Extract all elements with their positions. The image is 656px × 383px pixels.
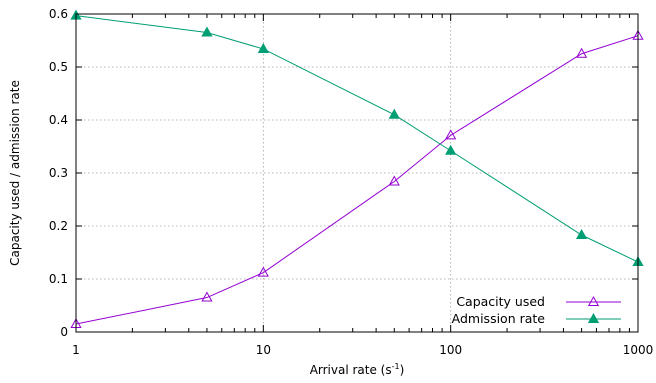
data-point: [576, 47, 588, 58]
x-tick-label: 1: [72, 343, 80, 357]
x-axis-label: Arrival rate (s-1): [310, 362, 405, 377]
legend: Capacity used Admission rate: [452, 294, 621, 326]
y-tick-label: 0.5: [49, 60, 68, 74]
axes: 0 0.1 0.2 0.3 0.4 0.5 0.6 1 10 100 1000: [49, 7, 653, 357]
y-tick-label: 0.3: [49, 166, 68, 180]
y-tick-label: 0.4: [49, 113, 68, 127]
legend-marker: [587, 312, 600, 323]
data-point: [445, 144, 457, 155]
legend-marker: [587, 295, 600, 306]
y-tick-label: 0: [60, 325, 68, 339]
data-point: [201, 291, 213, 302]
series-line-1: [75, 15, 639, 263]
data-point: [445, 129, 457, 140]
legend-label: Admission rate: [452, 311, 546, 326]
grid: [76, 14, 638, 332]
plot-area: [70, 9, 644, 329]
x-tick-label: 10: [256, 343, 271, 357]
y-axis-label: Capacity used / admission rate: [8, 80, 22, 266]
y-tick-label: 0.2: [49, 219, 68, 233]
series-line-0: [75, 35, 639, 325]
legend-label: Capacity used: [456, 294, 545, 309]
data-point: [257, 42, 269, 53]
y-tick-label: 0.6: [49, 7, 68, 21]
data-point: [201, 26, 213, 37]
x-tick-label: 1000: [623, 343, 654, 357]
x-tick-label: 100: [439, 343, 462, 357]
data-point: [388, 108, 400, 119]
data-point: [576, 228, 588, 240]
y-tick-label: 0.1: [49, 272, 68, 286]
data-point: [388, 175, 400, 186]
data-point: [257, 266, 269, 277]
plot-frame: [75, 13, 639, 333]
